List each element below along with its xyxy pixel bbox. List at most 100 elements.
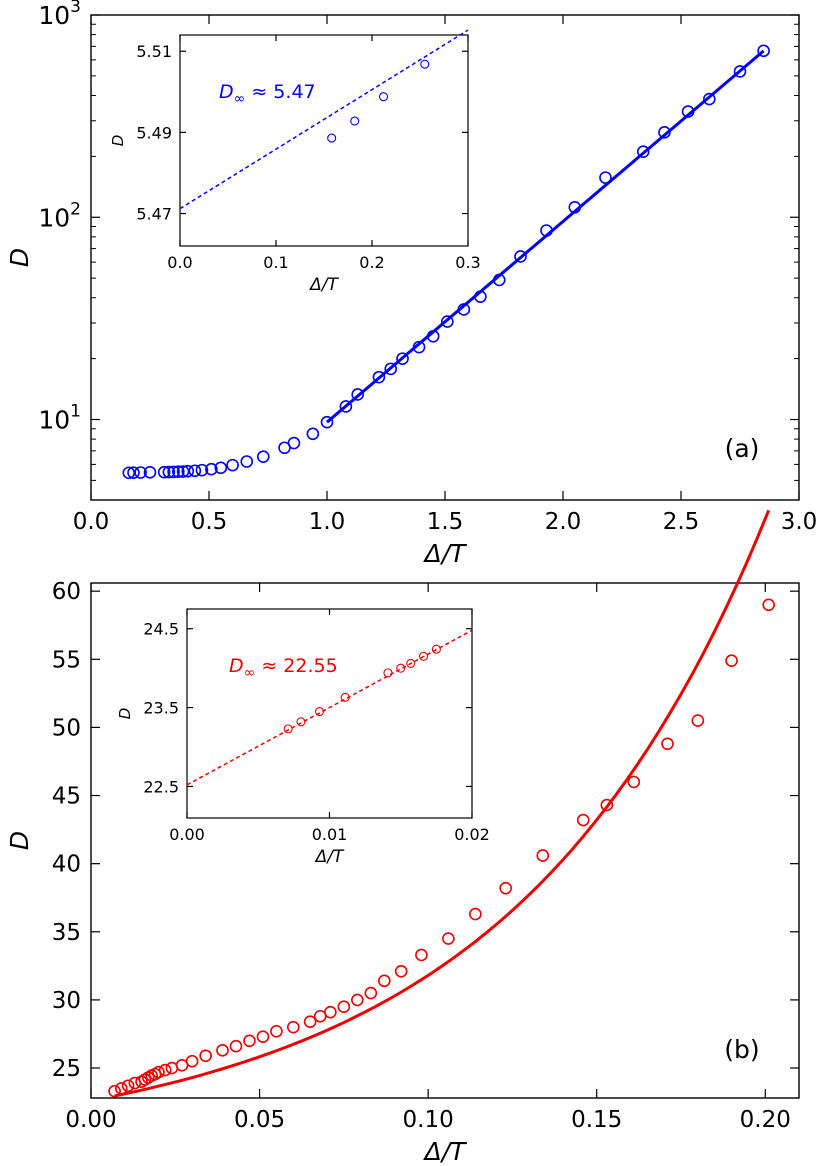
panel-b-data-point: [725, 654, 738, 667]
panel-b-inset-fit-line: [186, 629, 473, 786]
panel-b-data-point: [364, 986, 378, 1000]
panel-b-data-point: [378, 974, 391, 988]
panel-a-inset-xtick-label: 0.3: [455, 253, 480, 272]
panel-a-data-point: [181, 464, 195, 478]
panel-b-inset-data-point: [340, 692, 350, 702]
panel-b-data-point: [442, 932, 455, 945]
panel-a-data-point: [320, 415, 334, 429]
panel-a-data-point: [134, 466, 147, 479]
panel-b-inset-data-point: [418, 651, 429, 661]
panel-b-data-point: [199, 1049, 212, 1063]
panel-a-data-point: [599, 171, 612, 184]
panel-b-data-point: [303, 1015, 317, 1029]
panel-b-inset-xtick-label: 0.01: [312, 825, 348, 844]
panel-b-inset-fit-label: D∞ ≈ 22.55: [229, 655, 338, 681]
panel-a-data-point: [167, 465, 180, 479]
panel-b-inset-ytick-label: 23.5: [143, 699, 179, 718]
panel-b-ytick-label: 30: [52, 988, 81, 1014]
panel-b-ytick-label: 35: [52, 920, 81, 946]
panel-a-xtick-label: 2.5: [663, 509, 700, 535]
panel-b-chart: 0.00 0.05 0.10 0.15 0.20 25 30 35 40 45 50 55 60 Δ/T D…: [5, 509, 800, 1166]
panel-a-data-point: [457, 303, 471, 316]
panel-a-inset-frame: [179, 34, 469, 247]
panel-a-data-point: [412, 340, 426, 354]
panel-b-inset-data-point: [431, 644, 441, 654]
panel-b-x-axis-label: Δ/T: [423, 1137, 468, 1166]
panel-b-data-point: [243, 1034, 256, 1048]
panel-b-data-point: [576, 813, 590, 827]
panel-b-data-point: [627, 775, 641, 789]
panel-b-data-point: [270, 1024, 283, 1038]
panel-b-data-point: [324, 1005, 337, 1019]
panel-a-xtick-label: 1.0: [309, 509, 346, 535]
panel-a-data-point: [514, 250, 527, 263]
panel-b-inset-xtick-label: 0.02: [454, 825, 490, 844]
panel-a-inset-ytick-label: 5.51: [136, 42, 172, 61]
panel-b-inset-data-point: [296, 717, 306, 727]
panel-a-data-point: [733, 65, 747, 78]
panel-a-ytick-label: 101: [38, 402, 81, 435]
panel-a-data-point: [287, 436, 301, 450]
panel-b-inset-xtick-label: 0.00: [169, 825, 205, 844]
panel-a-data-point: [384, 362, 398, 376]
panel-b-data-point: [152, 1065, 165, 1079]
panel-a-data-point: [127, 466, 140, 479]
panel-b-plot-frame: [90, 582, 800, 1099]
panel-b-inset-data-point: [283, 724, 293, 734]
panel-b-data-point: [256, 1030, 270, 1043]
panel-a-xtick-label: 0.0: [73, 509, 110, 535]
panel-b-inset-frame: [186, 608, 473, 819]
panel-a-data-point: [351, 388, 364, 401]
panel-a-data-point: [681, 105, 695, 118]
panel-b-inset-y-axis-label: D: [116, 708, 134, 720]
panel-b-ytick-label: 25: [52, 1056, 81, 1082]
panel-a-data-point: [703, 92, 716, 106]
panel-a-data-point: [426, 329, 440, 343]
panel-a-data-point: [372, 370, 386, 384]
panel-b-data-point: [351, 993, 364, 1007]
panel-b-xtick-label: 0.00: [65, 1107, 116, 1133]
panel-b-data-point: [185, 1054, 199, 1068]
panel-b-ytick-label: 50: [52, 715, 81, 741]
panel-a-inset-xtick-label: 0.2: [359, 253, 384, 272]
panel-a-data-point: [658, 126, 671, 139]
panel-a-data-point: [396, 352, 409, 365]
panel-b-data-point: [499, 881, 512, 895]
panel-b-data-point: [536, 849, 550, 862]
panel-a-data-point: [143, 466, 157, 479]
panel-a-inset-data-point: [378, 92, 389, 102]
panel-b-xtick-label: 0.05: [234, 1107, 285, 1133]
panel-b-xtick-label: 0.15: [571, 1107, 622, 1133]
panel-a-data-point: [176, 465, 190, 478]
panel-b-data-point: [108, 1084, 121, 1098]
panel-a-data-point: [205, 462, 218, 476]
panel-a-data-point: [195, 463, 209, 477]
panel-a-inset-xtick-label: 0.0: [167, 253, 192, 272]
panel-b-data-point: [121, 1079, 135, 1093]
panel-a-ytick-label: 102: [38, 199, 81, 232]
panel-a-xtick-label: 0.5: [191, 509, 228, 535]
panel-b-inset-x-axis-label: Δ/T: [314, 847, 345, 867]
panel-b-data-point: [337, 1000, 351, 1014]
panel-a-data-point: [157, 465, 171, 479]
panel-a-panel-label: (a): [725, 434, 760, 463]
panel-a-inset-xtick-label: 0.1: [263, 253, 288, 272]
panel-b-fit-curve: [114, 509, 771, 1098]
panel-a-data-point: [339, 400, 353, 413]
panel-a-data-point: [474, 290, 487, 303]
panel-b-data-point: [661, 737, 674, 751]
panel-b-data-point: [691, 714, 705, 727]
panel-a-data-point: [188, 464, 202, 478]
panel-b-data-point: [600, 798, 614, 812]
panel-b-ytick-label: 55: [52, 647, 81, 673]
panel-b-inset: 0.00 0.01 0.02 22.5 23.5 24.5 Δ/T D D∞ ≈ 22.55: [116, 608, 490, 867]
panel-a-data-point: [757, 44, 770, 58]
panel-a-y-axis-label: D: [5, 248, 34, 267]
panel-b-inset-ytick-label: 22.5: [143, 777, 179, 796]
panel-b-data-point: [394, 964, 408, 978]
panel-a-data-point: [256, 450, 270, 463]
panel-b-data-point: [762, 598, 775, 612]
panel-a-ytick-label: 103: [38, 0, 81, 30]
panel-b-data-point: [216, 1044, 229, 1057]
